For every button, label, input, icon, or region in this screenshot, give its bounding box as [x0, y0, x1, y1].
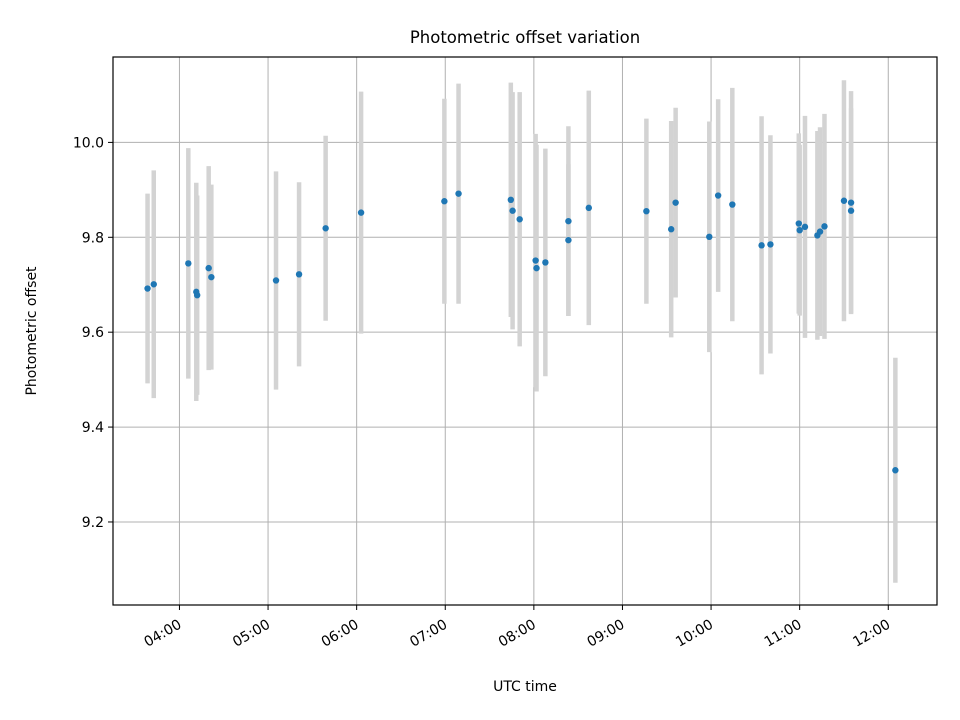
grid [113, 57, 937, 605]
x-tick-label: 12:00 [850, 617, 893, 651]
x-tick-label: 08:00 [496, 617, 539, 651]
x-axis-label: UTC time [493, 679, 557, 695]
data-point [532, 257, 539, 264]
data-point [533, 264, 540, 272]
chart-title: Photometric offset variation [410, 28, 640, 47]
x-tick-label: 04:00 [141, 617, 184, 651]
data-point [357, 209, 365, 216]
data-points [144, 190, 899, 474]
data-point [840, 197, 848, 204]
data-point [516, 216, 523, 223]
data-point [767, 241, 774, 248]
data-point [801, 223, 809, 231]
data-point [706, 233, 713, 241]
data-point [185, 260, 192, 267]
x-tick-label: 05:00 [230, 617, 273, 651]
error-bars [145, 80, 898, 583]
x-tick-label: 09:00 [585, 617, 628, 651]
y-tick-label: 10.0 [73, 135, 104, 151]
plot-frame [112, 56, 938, 606]
data-point [672, 199, 679, 206]
data-point [509, 207, 516, 214]
data-point [729, 201, 736, 208]
data-point [542, 259, 549, 266]
data-point [150, 281, 157, 288]
data-point [796, 226, 803, 234]
data-point [272, 277, 280, 284]
data-point [322, 225, 329, 232]
data-point [847, 199, 855, 206]
data-point [295, 271, 303, 278]
data-point [821, 223, 828, 230]
data-point [208, 273, 215, 281]
data-point [847, 207, 855, 214]
data-point [193, 291, 201, 299]
data-point [441, 198, 448, 205]
data-point [205, 264, 212, 272]
x-axis-ticks: 04:00 05:00 06:00 07:00 08:00 09:00 10:00 11:00… [141, 605, 893, 651]
y-axis-label: Photometric offset [24, 266, 40, 396]
data-point [892, 467, 899, 474]
data-point [795, 220, 802, 227]
data-point [667, 226, 675, 233]
y-tick-label: 9.6 [82, 325, 104, 341]
x-tick-label: 07:00 [407, 617, 450, 651]
data-point [455, 190, 462, 197]
data-point [507, 196, 515, 204]
x-tick-label: 11:00 [762, 617, 805, 651]
data-point [565, 217, 572, 225]
data-point [714, 192, 722, 199]
data-point [585, 204, 592, 212]
data-point [816, 228, 824, 235]
data-point [144, 285, 151, 292]
y-tick-label: 9.4 [82, 420, 104, 436]
data-point [643, 207, 650, 215]
y-axis-ticks: 9.2 9.4 9.6 9.8 10.0 [73, 135, 113, 531]
x-tick-label: 10:00 [673, 617, 716, 651]
x-tick-label: 06:00 [319, 617, 362, 651]
y-tick-label: 9.2 [82, 515, 104, 531]
data-point [565, 236, 572, 244]
y-tick-label: 9.8 [82, 230, 104, 246]
data-point [758, 242, 765, 249]
